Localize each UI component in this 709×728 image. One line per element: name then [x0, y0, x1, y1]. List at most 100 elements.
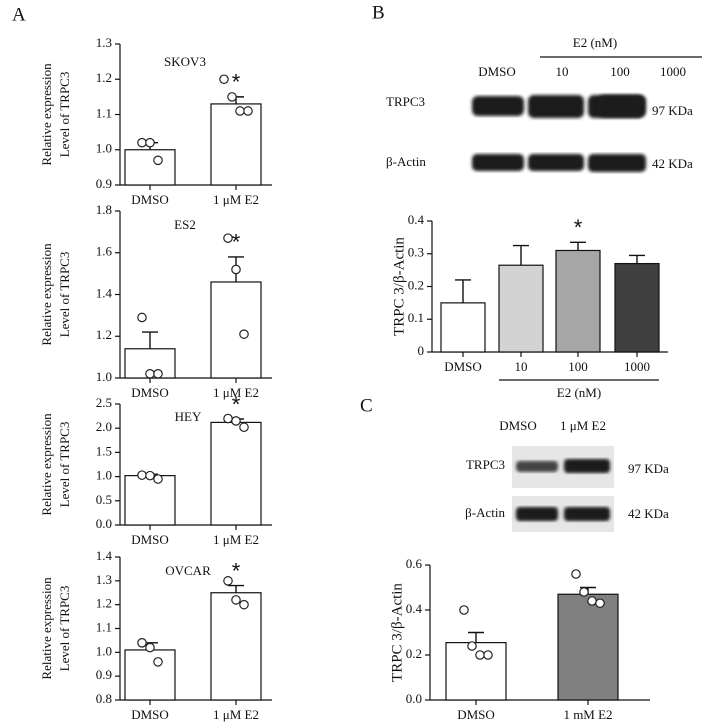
y-tick-label: 0.3 [408, 245, 424, 260]
data-point [239, 422, 249, 433]
data-point [595, 598, 605, 609]
data-point [223, 413, 233, 424]
bar [557, 593, 619, 701]
data-point [231, 264, 241, 275]
y-axis-label: Level of TRPC3 [57, 72, 72, 158]
data-point [235, 106, 245, 116]
data-point [153, 474, 163, 484]
y-tick-label: 0 [418, 343, 425, 358]
x-tick-label: DMSO [131, 385, 169, 400]
lane-label: 10 [556, 64, 569, 79]
data-point [137, 312, 147, 323]
data-point [137, 637, 147, 648]
data-point [467, 641, 477, 651]
x-tick-label: DMSO [131, 707, 169, 722]
y-axis-label: Level of TRPC3 [57, 422, 72, 508]
panel-letter: B [372, 2, 385, 23]
row-label: TRPC3 [466, 457, 505, 472]
data-point [219, 74, 229, 85]
bar [445, 642, 507, 701]
lane-label: 100 [610, 64, 630, 79]
y-axis-label: TRPC 3/β-Actin [389, 583, 405, 682]
y-axis-label: Relative expression [39, 413, 54, 516]
data-point [579, 587, 589, 597]
error-bar [513, 244, 529, 266]
row-label: TRPC3 [386, 94, 425, 109]
data-point [459, 605, 469, 615]
data-point [231, 416, 241, 426]
x-tick-label: 1 μM E2 [213, 532, 259, 547]
y-tick-label: 1.2 [96, 70, 112, 85]
y-tick-label: 1.3 [96, 572, 112, 587]
bar [210, 592, 262, 701]
y-axis-label: Relative expression [39, 577, 54, 680]
y-tick-label: 0.4 [408, 212, 425, 227]
data-point [239, 599, 249, 610]
error-bar [468, 631, 484, 643]
y-tick-label: 1.1 [96, 105, 112, 120]
bar [498, 264, 544, 353]
y-tick-label: 0.4 [406, 601, 423, 616]
bar [210, 421, 262, 526]
data-point [231, 595, 241, 605]
y-tick-label: 1.5 [96, 443, 112, 458]
x-tick-label: DMSO [444, 359, 482, 374]
data-point [483, 650, 493, 660]
significance: * [574, 215, 583, 240]
y-axis-label: Relative expression [39, 63, 54, 166]
x-tick-label: DMSO [131, 192, 169, 207]
lane-label: DMSO [499, 418, 537, 433]
chart-title: OVCAR [165, 563, 211, 578]
y-tick-label: 1.8 [96, 202, 112, 217]
y-tick-label: 1.3 [96, 35, 112, 50]
data-point [153, 155, 163, 166]
size-label: 97 KDa [652, 103, 693, 118]
row-label: β-Actin [465, 505, 505, 520]
y-tick-label: 1.1 [96, 619, 112, 634]
error-bar [455, 279, 471, 303]
blot-bands [512, 446, 614, 532]
data-point [227, 92, 237, 102]
size-label: 42 KDa [652, 156, 693, 171]
data-point [239, 329, 249, 339]
chart-title: ES2 [174, 217, 196, 232]
y-tick-label: 2.0 [96, 419, 112, 434]
bar [210, 281, 262, 379]
bar [555, 249, 601, 353]
bar [614, 262, 660, 353]
data-point [243, 106, 253, 116]
x-tick-label: 1000 [624, 359, 650, 374]
y-tick-label: 0.0 [96, 516, 112, 531]
y-tick-label: 1.0 [96, 643, 112, 658]
size-label: 42 KDa [628, 506, 669, 521]
y-axis-label: Relative expression [39, 243, 54, 346]
y-tick-label: 0.9 [96, 667, 112, 682]
y-tick-label: 0.2 [406, 646, 422, 661]
bar [124, 475, 176, 526]
chart-title: HEY [175, 409, 202, 424]
x-tick-label: 100 [568, 359, 588, 374]
x-axis-label: E2 (nM) [557, 385, 601, 400]
data-point [223, 233, 233, 243]
y-tick-label: 0.1 [408, 310, 424, 325]
panel-letter: C [360, 395, 373, 416]
data-point [571, 569, 581, 579]
significance: * [232, 230, 241, 255]
y-axis-label: TRPC 3/β-Actin [391, 237, 407, 336]
significance: * [232, 392, 241, 417]
data-point [145, 369, 155, 379]
data-point [137, 470, 147, 480]
y-axis-label: Level of TRPC3 [57, 252, 72, 338]
significance: * [232, 558, 241, 583]
blot-bands [472, 95, 646, 172]
size-label: 97 KDa [628, 461, 669, 476]
y-tick-label: 0.9 [96, 176, 112, 191]
significance: * [232, 70, 241, 95]
lane-label: 1 μM E2 [560, 418, 606, 433]
error-bar [228, 584, 244, 593]
data-point [137, 137, 147, 148]
panel-letter: A [12, 4, 26, 25]
y-tick-label: 1.4 [96, 285, 113, 300]
bar [440, 302, 486, 353]
